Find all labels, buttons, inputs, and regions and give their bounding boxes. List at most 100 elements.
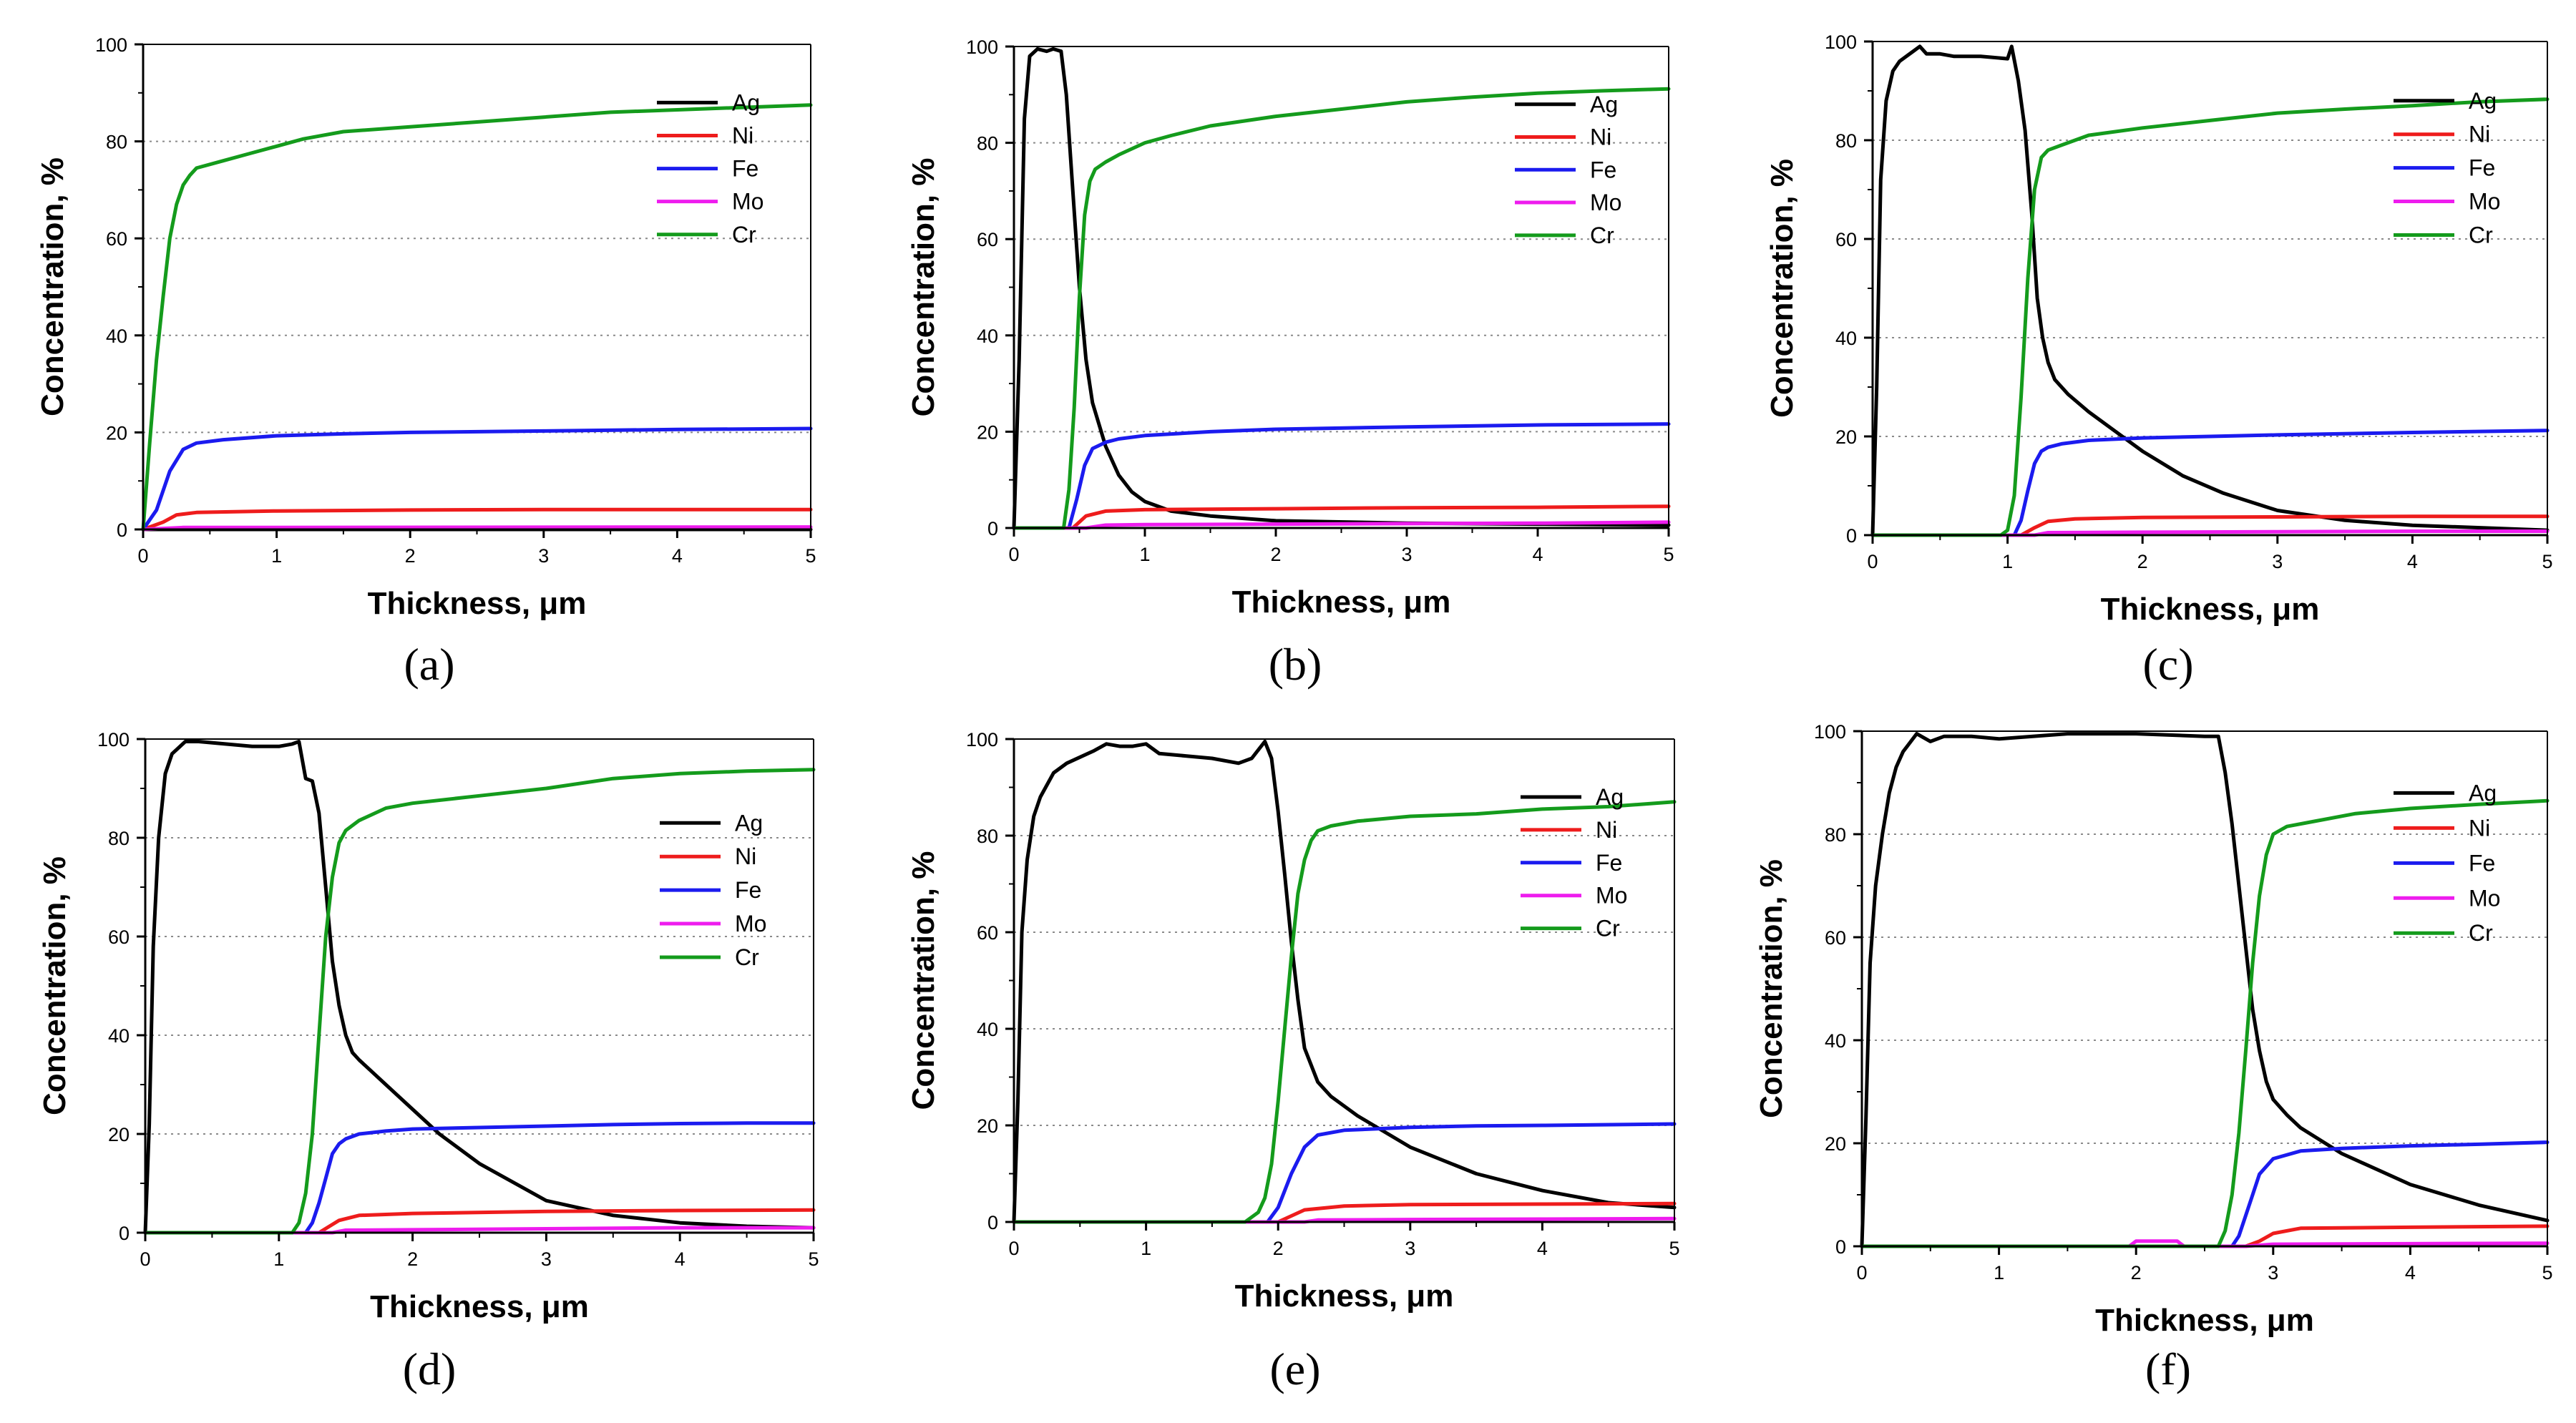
y-tick-label: 100 (95, 34, 127, 56)
y-tick-label: 100 (1814, 721, 1846, 743)
x-tick-label: 3 (538, 545, 549, 567)
x-tick-label: 5 (808, 1248, 819, 1270)
series-line-fe (141, 426, 813, 532)
legend-label-mo: Mo (2469, 189, 2500, 215)
legend-label-ag: Ag (2469, 88, 2497, 114)
series-line-fe (1870, 429, 2550, 537)
panel-label: (a) (404, 639, 454, 690)
legend: Ag Ni Fe Mo Cr (1521, 784, 1627, 942)
legend-label-fe: Fe (732, 156, 758, 182)
x-axis-title: Thickness, μm (2095, 1303, 2314, 1338)
legend-label-ag: Ag (1590, 92, 1618, 117)
legend: Ag Ni Fe Mo Cr (660, 810, 766, 970)
x-tick-label: 3 (1401, 544, 1412, 565)
y-tick-label: 40 (977, 326, 998, 347)
x-tick-label: 1 (1994, 1262, 2004, 1283)
x-tick-label: 4 (1537, 1238, 1548, 1259)
legend-label-ag: Ag (735, 810, 763, 836)
y-tick-label: 80 (1825, 824, 1846, 846)
x-tick-label: 0 (1008, 1238, 1019, 1259)
x-axis-title: Thickness, μm (1235, 1278, 1454, 1314)
x-tick-label: 2 (1270, 544, 1281, 565)
chart-panel-e: 0 1 2 3 4 5 0 20 40 60 80 100 Thickness, μm Concentra… (906, 729, 1680, 1394)
legend-label-cr: Cr (735, 944, 759, 970)
x-axis-title: Thickness, μm (368, 586, 587, 621)
y-axis-title: Concentration, % (35, 157, 70, 416)
x-axis-title: Thickness, μm (1232, 585, 1451, 620)
x-tick-label: 5 (1663, 544, 1674, 565)
series-line-cr (141, 103, 813, 532)
legend-label-mo: Mo (735, 911, 766, 937)
x-axis-title: Thickness, μm (2101, 592, 2320, 627)
chart-panel-d: 0 1 2 3 4 5 0 20 40 60 80 100 Thickness, μm Concentra… (37, 729, 819, 1394)
series-line-ag (1870, 44, 2550, 537)
y-tick-label: 0 (1835, 1236, 1846, 1258)
legend-label-ni: Ni (2469, 122, 2490, 147)
legend-label-mo: Mo (732, 189, 763, 215)
y-tick-label: 40 (977, 1019, 998, 1040)
y-axis-title: Concentration, % (1754, 859, 1789, 1118)
x-tick-label: 2 (2131, 1262, 2142, 1283)
legend-label-fe: Fe (2469, 850, 2495, 876)
y-tick-label: 40 (106, 326, 127, 347)
y-tick-label: 100 (966, 36, 998, 58)
series-line-fe (1012, 422, 1671, 530)
legend-label-ag: Ag (732, 89, 760, 115)
y-axis-title: Concentration, % (906, 851, 941, 1110)
x-tick-label: 5 (1669, 1238, 1679, 1259)
y-tick-label: 60 (977, 229, 998, 250)
chart-panel-c: 0 1 2 3 4 5 0 20 40 60 80 100 Thickness, μm Concentra… (1765, 31, 2553, 690)
series-line-cr (1860, 798, 2550, 1248)
y-tick-label: 100 (97, 729, 130, 750)
y-axis-title: Concentration, % (37, 856, 72, 1115)
panel-label: (d) (403, 1344, 457, 1394)
series-line-cr (1870, 97, 2550, 537)
series-line-ag (1012, 739, 1677, 1224)
x-tick-label: 0 (1867, 551, 1878, 572)
legend-label-fe: Fe (1596, 850, 1622, 876)
y-tick-label: 20 (106, 422, 127, 444)
legend-label-ni: Ni (732, 122, 753, 148)
y-tick-label: 80 (977, 133, 998, 155)
legend-label-cr: Cr (2469, 222, 2493, 248)
y-tick-label: 40 (1835, 328, 1857, 349)
legend-label-ni: Ni (1596, 817, 1617, 843)
x-tick-label: 4 (672, 545, 683, 567)
panel-label: (c) (2142, 639, 2193, 690)
panel-label: (b) (1269, 639, 1322, 690)
x-tick-label: 2 (2137, 551, 2148, 572)
y-tick-label: 60 (1825, 927, 1846, 949)
series-line-fe (1860, 1140, 2550, 1248)
series-line-ag (143, 740, 816, 1235)
y-tick-label: 80 (106, 132, 127, 153)
legend-label-cr: Cr (1590, 223, 1614, 248)
legend-label-fe: Fe (2469, 155, 2495, 181)
legend: Ag Ni Fe Mo Cr (1515, 92, 1621, 248)
y-axis-title: Concentration, % (906, 158, 941, 417)
y-tick-label: 20 (977, 421, 998, 443)
y-tick-label: 20 (977, 1115, 998, 1137)
y-tick-label: 40 (108, 1025, 130, 1047)
y-tick-label: 80 (977, 826, 998, 847)
y-tick-label: 0 (987, 1212, 998, 1233)
x-tick-label: 5 (2542, 1262, 2552, 1283)
x-tick-label: 0 (1856, 1262, 1867, 1283)
x-tick-label: 4 (675, 1248, 686, 1270)
y-tick-label: 0 (119, 1223, 130, 1244)
chart-panel-b: 0 1 2 3 4 5 0 20 40 60 80 100 Thickness, μm Concentra… (906, 36, 1674, 690)
legend-label-mo: Mo (1590, 190, 1621, 215)
x-tick-label: 5 (805, 545, 816, 567)
y-tick-label: 0 (117, 519, 127, 541)
x-tick-label: 5 (2542, 551, 2552, 572)
legend-label-cr: Cr (2469, 920, 2493, 946)
legend: Ag Ni Fe Mo Cr (2394, 88, 2500, 248)
series-line-cr (1012, 800, 1677, 1224)
legend-label-cr: Cr (1596, 916, 1620, 942)
x-axis-title: Thickness, μm (370, 1289, 589, 1324)
series-line-ni (143, 1208, 816, 1235)
y-tick-label: 60 (106, 228, 127, 250)
x-tick-label: 3 (541, 1248, 552, 1270)
series-line-ni (1870, 514, 2550, 537)
x-tick-label: 0 (137, 545, 148, 567)
